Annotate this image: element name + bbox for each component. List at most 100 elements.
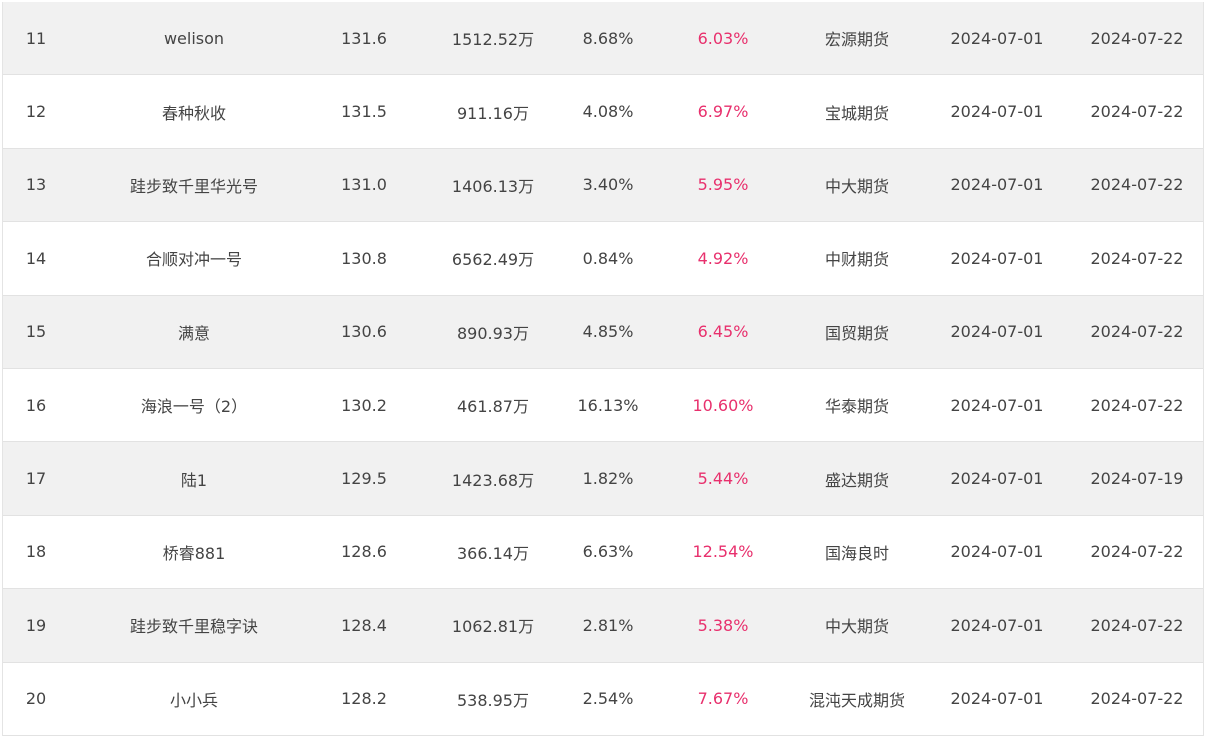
broker-cell: 盛达期货 <box>824 470 889 490</box>
end-date-cell: 2024-07-22 <box>1090 248 1184 268</box>
table-row[interactable]: 20 小小兵 128.2 538.95万 2.54% 7.67% 混沌天成期货 … <box>3 662 1203 736</box>
rank-cell: 12 <box>25 102 47 122</box>
score-cell: 129.5 <box>341 469 387 489</box>
start-date-cell: 2024-07-01 <box>950 469 1044 489</box>
end-date-cell: 2024-07-22 <box>1090 542 1184 562</box>
rank-cell: 18 <box>25 542 47 562</box>
end-date-cell: 2024-07-22 <box>1090 322 1184 342</box>
rank-cell: 19 <box>25 615 47 635</box>
return-cell: 10.60% <box>692 395 754 415</box>
table-row[interactable]: 12 春种秋收 131.5 911.16万 4.08% 6.97% 宝城期货 2… <box>3 75 1203 149</box>
end-date-cell: 2024-07-22 <box>1090 689 1184 709</box>
start-date-cell: 2024-07-01 <box>950 615 1044 635</box>
asset-cell: 1423.68万 <box>451 470 535 490</box>
score-cell: 130.2 <box>341 395 387 415</box>
start-date-cell: 2024-07-01 <box>950 28 1044 48</box>
broker-cell: 华泰期货 <box>824 397 889 417</box>
drawdown-cell: 8.68% <box>582 28 634 48</box>
drawdown-cell: 1.82% <box>582 469 634 489</box>
broker-cell: 混沌天成期货 <box>808 690 905 710</box>
asset-cell: 6562.49万 <box>451 250 535 270</box>
end-date-cell: 2024-07-22 <box>1090 28 1184 48</box>
account-name-cell: 跬步致千里华光号 <box>129 176 258 196</box>
end-date-cell: 2024-07-22 <box>1090 175 1184 195</box>
end-date-cell: 2024-07-22 <box>1090 615 1184 635</box>
end-date-cell: 2024-07-19 <box>1090 469 1184 489</box>
start-date-cell: 2024-07-01 <box>950 102 1044 122</box>
broker-cell: 中大期货 <box>824 176 889 196</box>
asset-cell: 1062.81万 <box>451 617 535 637</box>
rank-cell: 20 <box>25 689 47 709</box>
score-cell: 131.6 <box>341 28 387 48</box>
return-cell: 12.54% <box>692 542 754 562</box>
account-name-cell: welison <box>163 28 225 48</box>
asset-cell: 1512.52万 <box>451 30 535 50</box>
drawdown-cell: 2.54% <box>582 689 634 709</box>
table-row[interactable]: 17 陆1 129.5 1423.68万 1.82% 5.44% 盛达期货 20… <box>3 442 1203 516</box>
score-cell: 130.8 <box>341 248 387 268</box>
score-cell: 128.2 <box>341 689 387 709</box>
return-cell: 6.45% <box>697 322 749 342</box>
asset-cell: 911.16万 <box>457 103 529 123</box>
start-date-cell: 2024-07-01 <box>950 322 1044 342</box>
return-cell: 6.97% <box>697 102 749 122</box>
drawdown-cell: 16.13% <box>577 395 639 415</box>
asset-cell: 890.93万 <box>457 323 529 343</box>
return-cell: 5.95% <box>697 175 749 195</box>
score-cell: 128.4 <box>341 615 387 635</box>
broker-cell: 中财期货 <box>824 250 889 270</box>
end-date-cell: 2024-07-22 <box>1090 102 1184 122</box>
account-name-cell: 满意 <box>177 323 210 343</box>
account-name-cell: 跬步致千里稳字诀 <box>129 617 258 637</box>
return-cell: 6.03% <box>697 28 749 48</box>
start-date-cell: 2024-07-01 <box>950 689 1044 709</box>
rank-cell: 16 <box>25 395 47 415</box>
drawdown-cell: 0.84% <box>582 248 634 268</box>
account-name-cell: 合顺对冲一号 <box>145 250 242 270</box>
score-cell: 130.6 <box>341 322 387 342</box>
drawdown-cell: 4.08% <box>582 102 634 122</box>
return-cell: 5.38% <box>697 615 749 635</box>
asset-cell: 366.14万 <box>457 543 529 563</box>
score-cell: 131.5 <box>341 102 387 122</box>
start-date-cell: 2024-07-01 <box>950 175 1044 195</box>
table-row[interactable]: 19 跬步致千里稳字诀 128.4 1062.81万 2.81% 5.38% 中… <box>3 589 1203 663</box>
end-date-cell: 2024-07-22 <box>1090 395 1184 415</box>
table-row[interactable]: 16 海浪一号（2） 130.2 461.87万 16.13% 10.60% 华… <box>3 368 1203 443</box>
rank-cell: 14 <box>25 248 47 268</box>
rank-cell: 13 <box>25 175 47 195</box>
broker-cell: 宝城期货 <box>824 103 889 123</box>
broker-cell: 国海良时 <box>824 543 889 563</box>
table-row[interactable]: 15 满意 130.6 890.93万 4.85% 6.45% 国贸期货 202… <box>3 295 1203 369</box>
account-name-cell: 海浪一号（2） <box>140 397 248 417</box>
account-name-cell: 小小兵 <box>169 690 218 710</box>
asset-cell: 538.95万 <box>457 690 529 710</box>
asset-cell: 461.87万 <box>457 397 529 417</box>
return-cell: 4.92% <box>697 248 749 268</box>
drawdown-cell: 4.85% <box>582 322 634 342</box>
table-row[interactable]: 14 合顺对冲一号 130.8 6562.49万 0.84% 4.92% 中财期… <box>3 222 1203 296</box>
score-cell: 128.6 <box>341 542 387 562</box>
score-cell: 131.0 <box>341 175 387 195</box>
account-name-cell: 春种秋收 <box>161 103 226 123</box>
table-row[interactable]: 11 welison 131.6 1512.52万 8.68% 6.03% 宏源… <box>3 2 1203 76</box>
rank-cell: 11 <box>25 28 47 48</box>
return-cell: 7.67% <box>697 689 749 709</box>
account-name-cell: 桥睿881 <box>162 543 226 563</box>
drawdown-cell: 6.63% <box>582 542 634 562</box>
table-row[interactable]: 13 跬步致千里华光号 131.0 1406.13万 3.40% 5.95% 中… <box>3 148 1203 223</box>
account-name-cell: 陆1 <box>180 470 208 490</box>
rank-cell: 17 <box>25 469 47 489</box>
start-date-cell: 2024-07-01 <box>950 395 1044 415</box>
start-date-cell: 2024-07-01 <box>950 248 1044 268</box>
drawdown-cell: 3.40% <box>582 175 634 195</box>
drawdown-cell: 2.81% <box>582 615 634 635</box>
table-row[interactable]: 18 桥睿881 128.6 366.14万 6.63% 12.54% 国海良时… <box>3 515 1203 590</box>
start-date-cell: 2024-07-01 <box>950 542 1044 562</box>
return-cell: 5.44% <box>697 469 749 489</box>
broker-cell: 国贸期货 <box>824 323 889 343</box>
rank-cell: 15 <box>25 322 47 342</box>
broker-cell: 宏源期货 <box>824 30 889 50</box>
broker-cell: 中大期货 <box>824 617 889 637</box>
